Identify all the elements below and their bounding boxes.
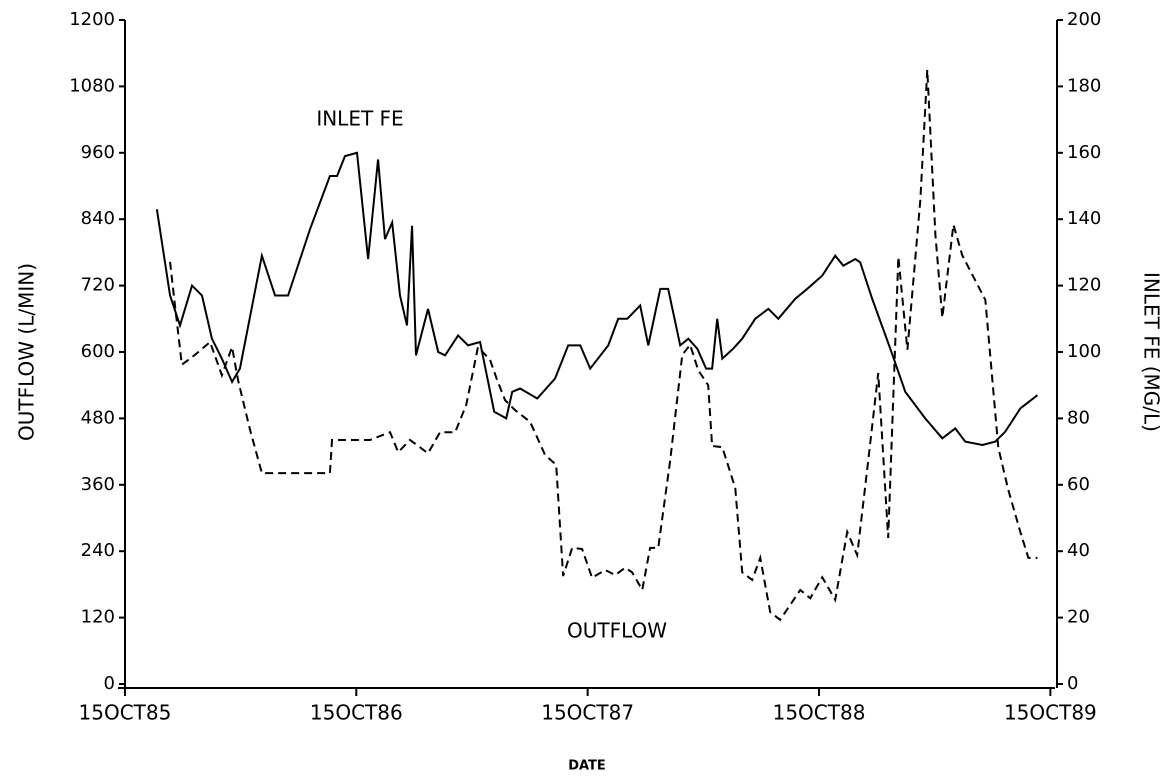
series-label: INLET FE [316,107,403,131]
y2-tick-label: 180 [1067,75,1101,96]
series-line [155,151,1039,446]
series-line [169,69,1038,622]
y2-tick-label: 60 [1067,474,1090,495]
y2-tick-label: 100 [1067,341,1101,362]
y-tick-label: 960 [81,142,115,163]
x-axis-label: DATE [568,759,606,774]
y-tick-label: 1080 [69,75,115,96]
y2-tick-label: 200 [1067,9,1101,30]
x-tick-label: 15OCT85 [79,701,172,725]
y2-axis-label: INLET FE (MG/L) [1140,272,1164,432]
y-tick-label: 360 [81,474,115,495]
y2-tick-label: 120 [1067,275,1101,296]
y2-tick-label: 0 [1067,673,1078,694]
y-tick-label: 120 [81,607,115,628]
y2-tick-label: 20 [1067,607,1090,628]
y2-tick-label: 80 [1067,407,1090,428]
y-tick-label: 480 [81,407,115,428]
x-tick-label: 15OCT87 [541,701,634,725]
series-label: OUTFLOW [567,619,667,643]
x-tick-label: 15OCT88 [773,701,866,725]
y2-tick-label: 160 [1067,142,1101,163]
y2-tick-label: 140 [1067,208,1101,229]
y-tick-label: 840 [81,208,115,229]
y2-tick-label: 40 [1067,540,1090,561]
x-tick-label: 15OCT86 [310,701,403,725]
y-tick-label: 0 [104,673,115,694]
y-tick-label: 600 [81,341,115,362]
y-axis-label: OUTFLOW (L/MIN) [15,263,39,441]
x-tick-label: 15OCT89 [1004,701,1097,725]
y-tick-label: 1200 [69,9,115,30]
y-tick-label: 240 [81,540,115,561]
y-tick-label: 720 [81,275,115,296]
